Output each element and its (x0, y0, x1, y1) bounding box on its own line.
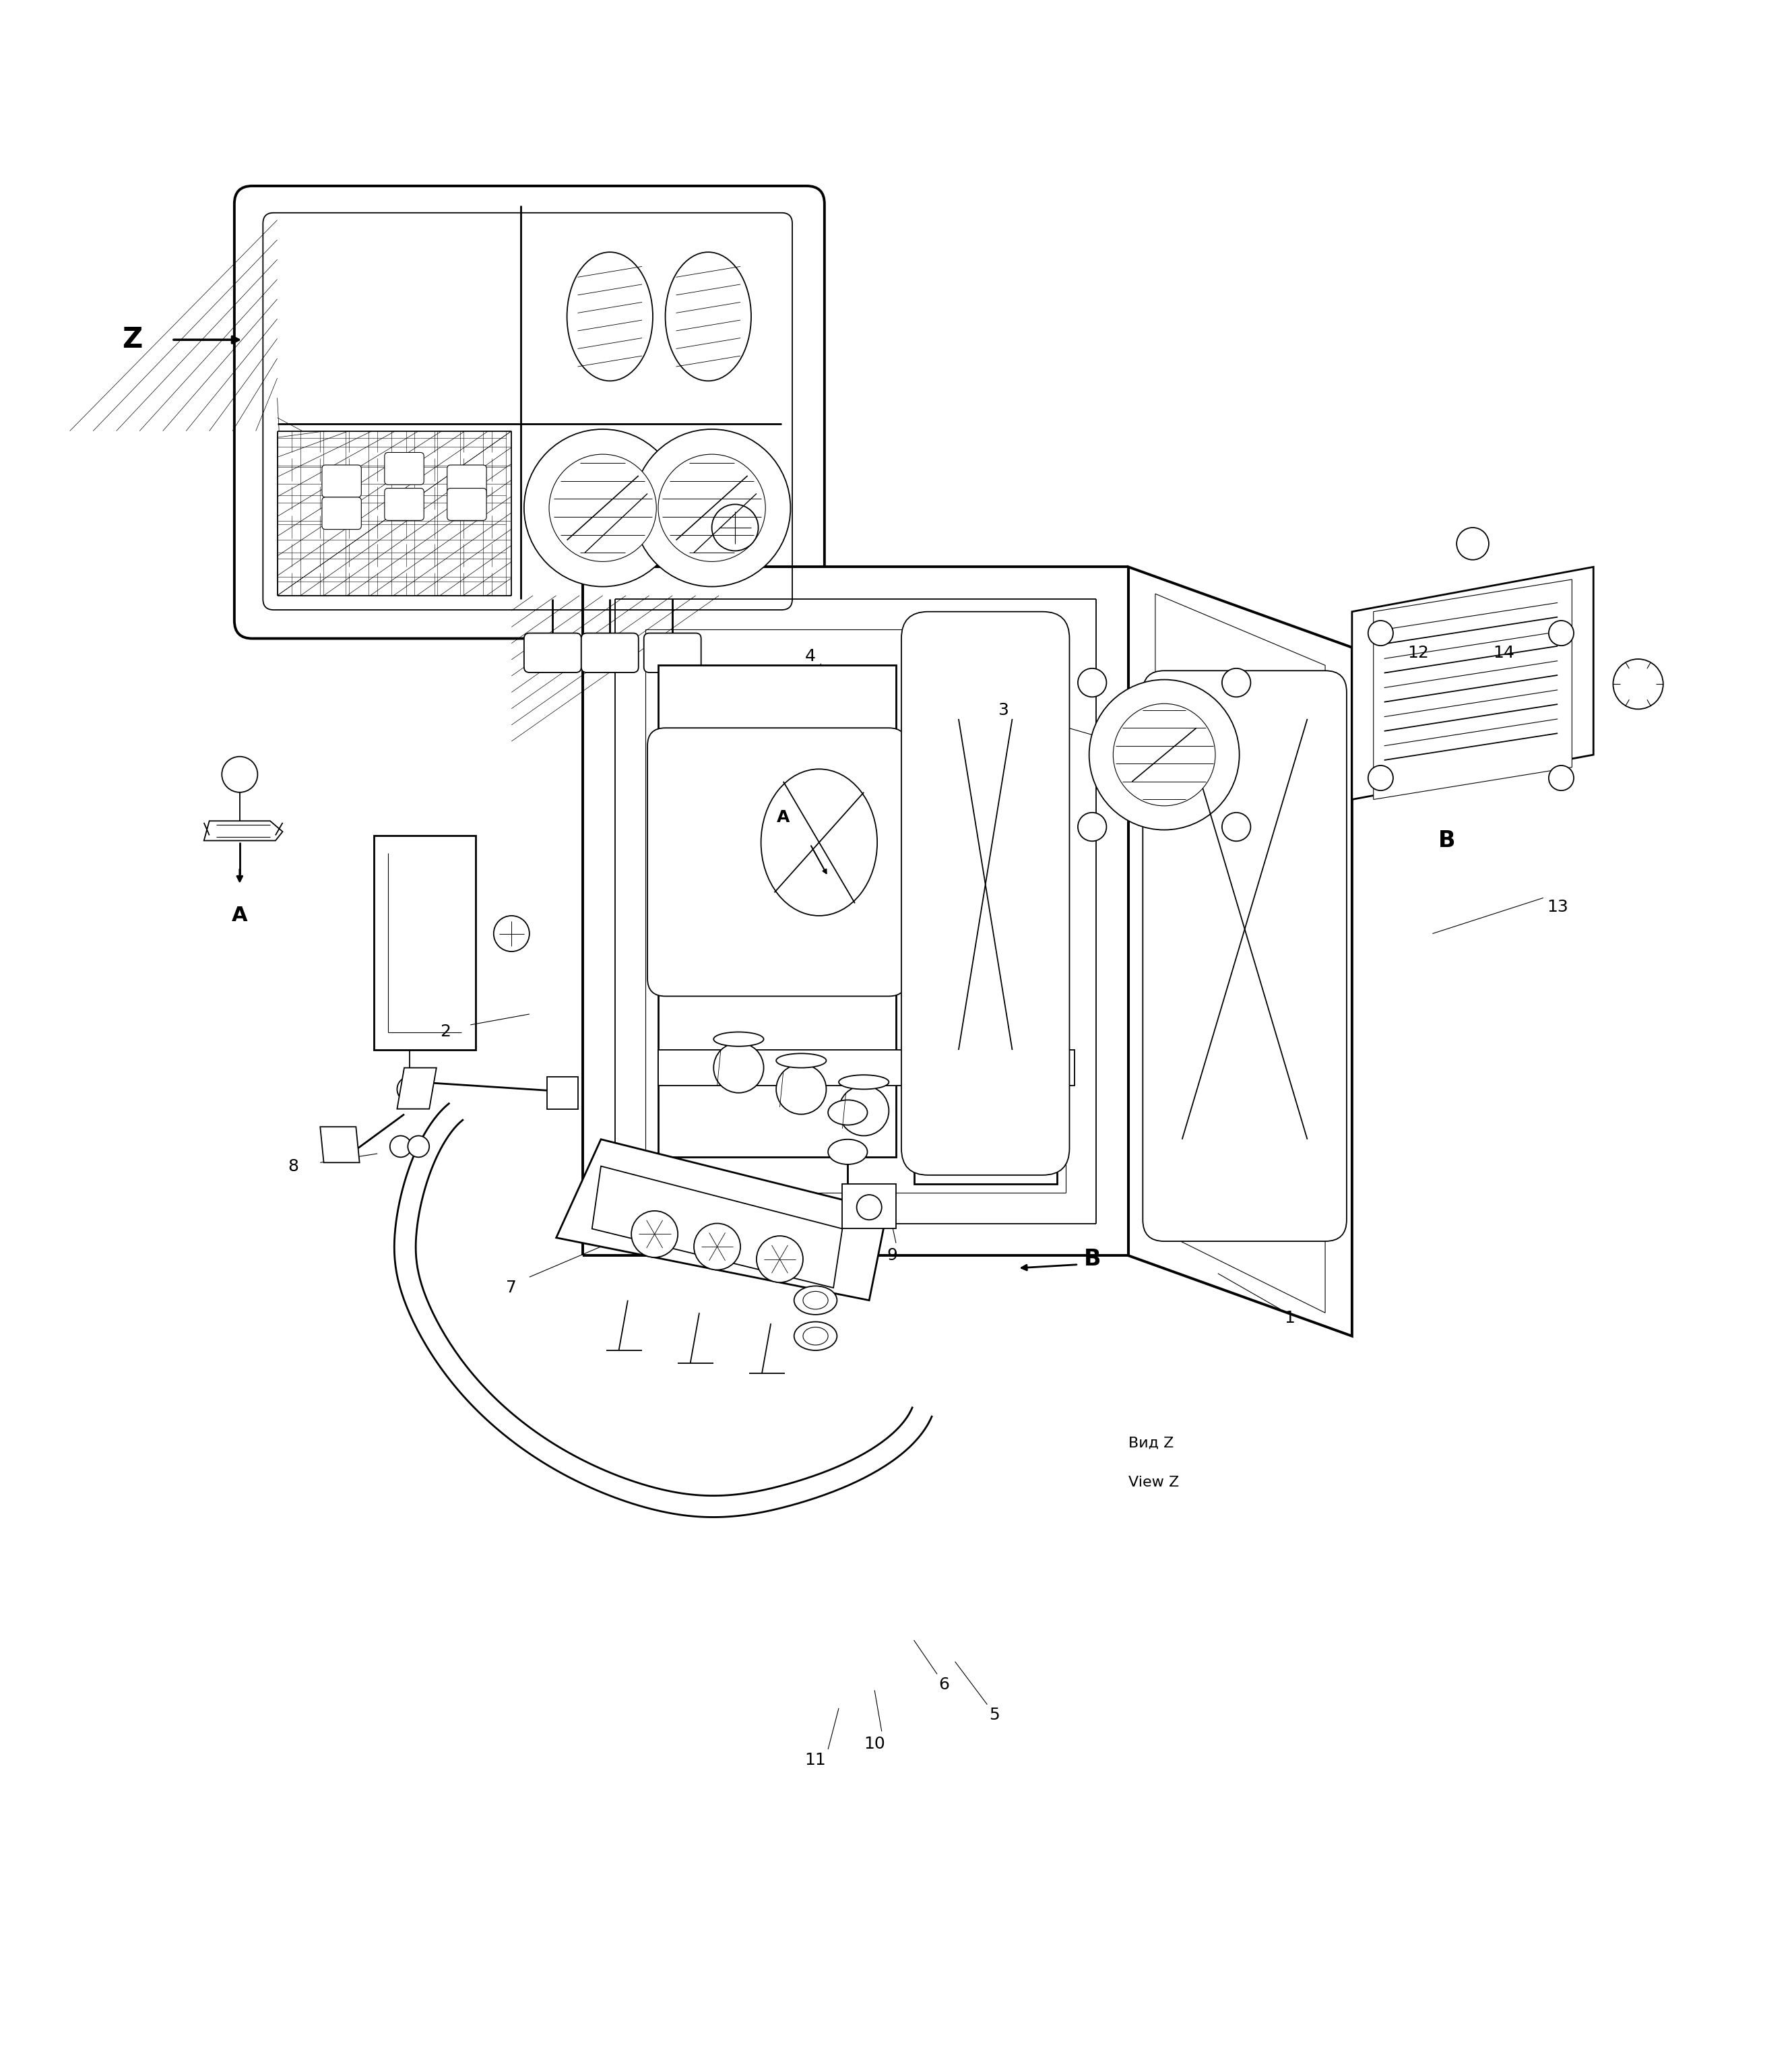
Circle shape (1367, 621, 1392, 646)
FancyBboxPatch shape (235, 186, 824, 638)
Circle shape (222, 757, 258, 793)
FancyBboxPatch shape (385, 489, 425, 520)
Text: 14: 14 (1493, 644, 1514, 660)
Circle shape (548, 454, 656, 561)
Circle shape (1113, 704, 1215, 805)
Polygon shape (582, 568, 1129, 1255)
Polygon shape (914, 638, 1057, 1185)
Ellipse shape (713, 1032, 763, 1046)
Polygon shape (321, 1127, 360, 1162)
Circle shape (839, 1086, 889, 1135)
Circle shape (776, 1065, 826, 1115)
Circle shape (1077, 813, 1106, 842)
Text: Вид Z: Вид Z (1129, 1437, 1174, 1451)
Text: 9: 9 (887, 1247, 898, 1263)
Text: A: A (776, 809, 790, 826)
Text: 13: 13 (1546, 898, 1568, 914)
Ellipse shape (828, 1139, 867, 1164)
Text: 1: 1 (1285, 1311, 1296, 1327)
Text: View Z: View Z (1129, 1476, 1179, 1490)
Circle shape (1222, 813, 1251, 842)
Polygon shape (547, 1077, 577, 1108)
Circle shape (694, 1224, 740, 1269)
Text: 4: 4 (805, 648, 815, 665)
Polygon shape (204, 821, 283, 840)
Ellipse shape (794, 1321, 837, 1350)
Text: 7: 7 (505, 1280, 516, 1296)
Circle shape (391, 1135, 412, 1158)
Circle shape (756, 1236, 803, 1282)
Polygon shape (658, 1051, 1075, 1086)
FancyBboxPatch shape (647, 729, 907, 997)
Text: 12: 12 (1407, 644, 1428, 660)
Ellipse shape (803, 1292, 828, 1309)
Circle shape (1457, 528, 1489, 559)
Ellipse shape (839, 1075, 889, 1090)
Circle shape (398, 1077, 423, 1102)
Text: 11: 11 (805, 1752, 826, 1769)
Text: 2: 2 (441, 1024, 452, 1040)
Polygon shape (1373, 580, 1572, 799)
Circle shape (1548, 766, 1573, 791)
Circle shape (409, 1135, 430, 1158)
Text: Z: Z (122, 326, 143, 353)
Ellipse shape (665, 252, 751, 382)
Circle shape (1090, 679, 1240, 830)
Circle shape (1077, 669, 1106, 698)
FancyBboxPatch shape (385, 452, 425, 485)
Ellipse shape (794, 1286, 837, 1315)
Polygon shape (842, 1185, 896, 1228)
FancyBboxPatch shape (901, 611, 1070, 1174)
Ellipse shape (762, 770, 878, 916)
FancyBboxPatch shape (1143, 671, 1346, 1240)
Circle shape (1548, 621, 1573, 646)
Ellipse shape (828, 1100, 867, 1125)
Text: B: B (1084, 1249, 1102, 1269)
Text: 8: 8 (289, 1158, 299, 1174)
Circle shape (711, 504, 758, 551)
FancyBboxPatch shape (263, 213, 792, 609)
Ellipse shape (776, 1053, 826, 1067)
Circle shape (493, 916, 529, 952)
Circle shape (523, 429, 681, 586)
Circle shape (1613, 658, 1663, 710)
FancyBboxPatch shape (643, 634, 701, 673)
Circle shape (1222, 669, 1251, 698)
Ellipse shape (566, 252, 652, 382)
Polygon shape (375, 836, 475, 1051)
FancyBboxPatch shape (323, 464, 362, 497)
Polygon shape (398, 1067, 437, 1108)
Polygon shape (278, 431, 511, 596)
FancyBboxPatch shape (448, 489, 486, 520)
Circle shape (713, 1042, 763, 1092)
Text: 10: 10 (864, 1736, 885, 1752)
Circle shape (631, 1212, 677, 1257)
Polygon shape (591, 1166, 842, 1288)
FancyBboxPatch shape (323, 497, 362, 528)
Circle shape (1367, 766, 1392, 791)
Polygon shape (658, 665, 896, 1158)
FancyBboxPatch shape (523, 634, 581, 673)
Polygon shape (1351, 568, 1593, 799)
Circle shape (633, 429, 790, 586)
Polygon shape (556, 1139, 887, 1300)
FancyBboxPatch shape (581, 634, 638, 673)
FancyBboxPatch shape (448, 464, 486, 497)
Polygon shape (1156, 594, 1324, 1313)
Text: 3: 3 (998, 702, 1009, 718)
Text: 5: 5 (989, 1707, 1000, 1723)
Ellipse shape (803, 1327, 828, 1346)
Circle shape (658, 454, 765, 561)
Polygon shape (1129, 568, 1351, 1335)
Circle shape (857, 1195, 882, 1220)
Text: A: A (231, 906, 247, 925)
Text: B: B (1439, 830, 1455, 852)
Text: 6: 6 (939, 1676, 950, 1692)
